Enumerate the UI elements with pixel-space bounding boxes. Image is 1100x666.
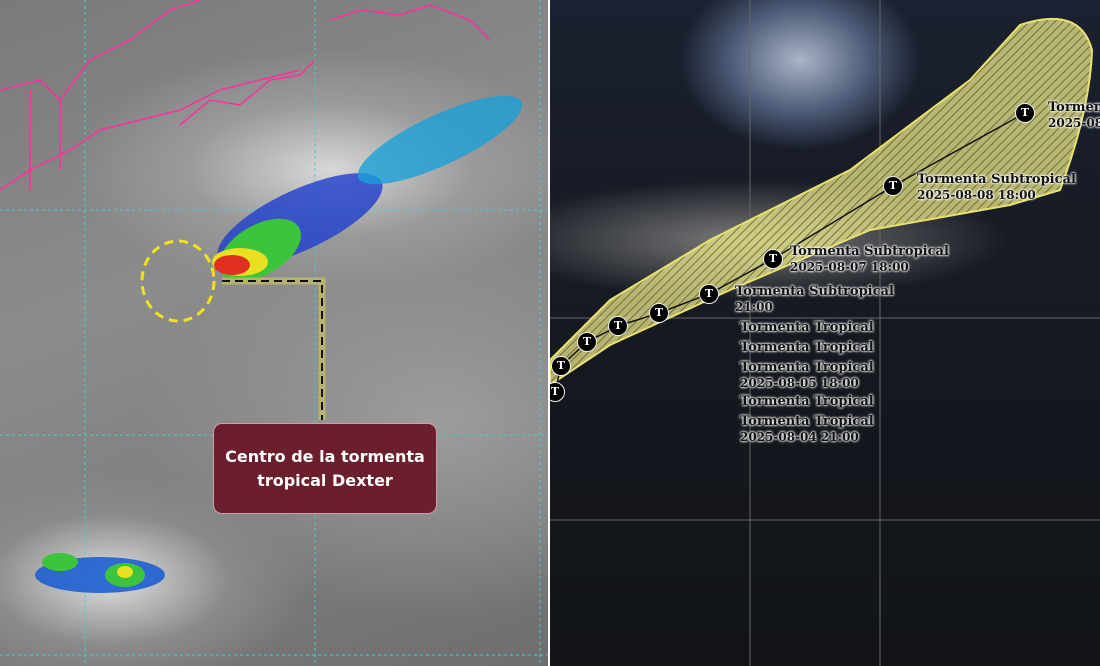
storm-marker-icon[interactable]: T	[577, 332, 597, 352]
storm-marker-icon[interactable]: T	[551, 356, 571, 376]
left-satellite-panel: Centro de la tormenta tropical Dexter	[0, 0, 548, 666]
forecast-label-status: Tormenta Subtropical	[790, 244, 949, 259]
forecast-label-time: 2025-08-05 18:00	[740, 376, 859, 390]
forecast-label: Tormenta Subtropical 21:00	[735, 284, 894, 314]
storm-center-circle	[140, 239, 216, 323]
leader-line	[222, 280, 323, 420]
forecast-label-status: Tormenta Tropical	[740, 360, 874, 375]
forecast-label-time: 2025-08-07 18:00	[790, 260, 909, 274]
forecast-label: Tormenta Tropical	[740, 394, 874, 410]
right-forecast-panel: T Tormenta Tropical 2025-08-04 21:00 T Torme…	[550, 0, 1100, 666]
leader-line-bg	[222, 277, 326, 420]
forecast-label-status: Tormenta Subtropical	[735, 284, 894, 299]
forecast-label: Tormenta2025-08-0	[1048, 100, 1100, 130]
storm-marker-icon[interactable]: T	[763, 249, 783, 269]
forecast-label: Tormenta Subtropical 2025-08-08 18:00	[917, 172, 1076, 202]
forecast-label: Tormenta Tropical 2025-08-05 18:00	[740, 360, 874, 390]
lat-lon-grid	[550, 0, 1100, 666]
forecast-label-time: 2025-08-08 18:00	[917, 188, 1036, 202]
coastlines	[0, 0, 491, 191]
storm-marker-icon[interactable]: T	[883, 176, 903, 196]
storm-marker-icon[interactable]: T	[550, 382, 565, 402]
storm-marker-icon[interactable]: T	[699, 284, 719, 304]
forecast-cone	[550, 17, 1094, 387]
lat-lon-grid	[0, 0, 548, 666]
forecast-label: Tormenta Tropical 2025-08-04 21:00	[740, 414, 874, 444]
forecast-label: Tormenta Subtropical 2025-08-07 18:00	[790, 244, 949, 274]
forecast-label: Tormenta Tropical	[740, 340, 874, 356]
storm-marker-icon[interactable]: T	[1015, 103, 1035, 123]
storm-convection	[35, 95, 523, 593]
forecast-label-time: 2025-08-04 21:00	[740, 430, 859, 444]
right-overlay	[550, 0, 1100, 666]
forecast-label-time: 21:00	[735, 300, 773, 314]
forecast-label-status: Tormenta Subtropical	[917, 172, 1076, 187]
forecast-label-status: Tormenta Tropical	[740, 320, 874, 335]
left-overlay	[0, 0, 548, 666]
storm-marker-icon[interactable]: T	[608, 316, 628, 336]
forecast-label: Tormenta Tropical	[740, 320, 874, 336]
forecast-label-status: Tormenta Tropical	[740, 394, 874, 409]
forecast-label-time: 2025-08-0	[1048, 116, 1100, 130]
forecast-label-status: Tormenta Tropical	[740, 414, 874, 429]
forecast-label-status: Tormenta	[1048, 100, 1100, 115]
panel-divider	[548, 0, 550, 666]
storm-callout: Centro de la tormenta tropical Dexter	[213, 423, 437, 514]
forecast-label-status: Tormenta Tropical	[740, 340, 874, 355]
storm-marker-icon[interactable]: T	[649, 303, 669, 323]
